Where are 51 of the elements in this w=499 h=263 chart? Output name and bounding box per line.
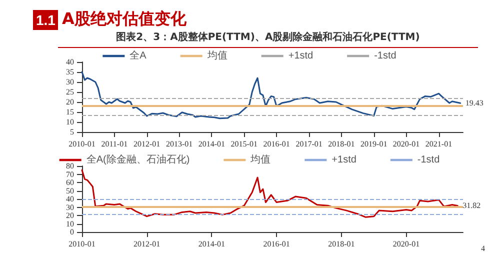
- x-tick-label: 2011-01: [101, 140, 128, 148]
- legend-label: -1std: [417, 154, 440, 166]
- x-tick-label: 2021-01: [425, 140, 452, 148]
- text: 1.1: [33, 10, 58, 30]
- y-tick-label: 10: [66, 219, 74, 228]
- y-tick-label: 5: [70, 128, 74, 136]
- x-tick-label: 2019-01: [360, 140, 388, 148]
- legend-label: +1std: [288, 50, 314, 62]
- x-tick-label: 2018-01: [328, 240, 355, 248]
- chart-subtitle: 图表2、3：A股整体PE(TTM)、A股剔除金融和石油石化PE(TTM): [58, 30, 478, 48]
- x-tick-label: 2020-01: [392, 140, 420, 148]
- legend-label: 全A: [130, 50, 147, 62]
- y-tick-label: 30: [66, 202, 74, 212]
- y-tick-label: 20: [66, 211, 74, 220]
- legend-label: -1std: [374, 50, 396, 62]
- y-tick-label: 10: [66, 118, 74, 126]
- y-tick-label: 20: [66, 98, 74, 106]
- x-tick-label: 2010-01: [68, 240, 96, 248]
- y-tick-label: 40: [66, 194, 74, 204]
- legend-label: 全A(除金融、石油石化): [86, 154, 190, 166]
- x-tick-label: 2017-01: [296, 140, 322, 148]
- y-tick-label: 50: [66, 186, 74, 196]
- y-tick-label: 25: [66, 88, 74, 96]
- y-tick-label: 60: [66, 178, 74, 187]
- y-tick-label: 0: [70, 228, 74, 236]
- legend-label: 均值: [206, 50, 228, 62]
- y-tick-label: 15: [66, 108, 74, 116]
- y-tick-label: 70: [66, 170, 74, 179]
- x-tick-label: 2010-01: [68, 140, 96, 148]
- text: 4: [481, 244, 485, 253]
- y-tick-label: 80: [66, 162, 74, 170]
- x-tick-label: 2012-01: [133, 240, 160, 248]
- y-tick-label: 40: [66, 58, 74, 66]
- x-tick-label: 2018-01: [328, 140, 355, 148]
- x-tick-label: 2015-01: [230, 140, 258, 148]
- data-label: 31.82: [462, 201, 481, 210]
- y-tick-label: 35: [66, 68, 74, 76]
- data-label: 19.43: [465, 98, 484, 108]
- x-tick-label: 2014-01: [198, 140, 226, 148]
- line-series: [81, 71, 462, 120]
- y-tick-label: 30: [66, 78, 74, 86]
- x-tick-label: 2013-01: [166, 140, 193, 148]
- x-tick-label: 2012-01: [133, 140, 160, 148]
- x-tick-label: 2016-01: [263, 240, 290, 248]
- x-tick-label: 2020-01: [392, 240, 420, 248]
- line-series: [81, 169, 458, 218]
- x-tick-label: 2016-01: [263, 140, 290, 148]
- x-tick-label: 2014-01: [198, 240, 226, 248]
- legend-label: 均值: [250, 154, 271, 166]
- legend-label: +1std: [332, 154, 356, 166]
- chart-title: A股绝对估值变化: [62, 9, 186, 30]
